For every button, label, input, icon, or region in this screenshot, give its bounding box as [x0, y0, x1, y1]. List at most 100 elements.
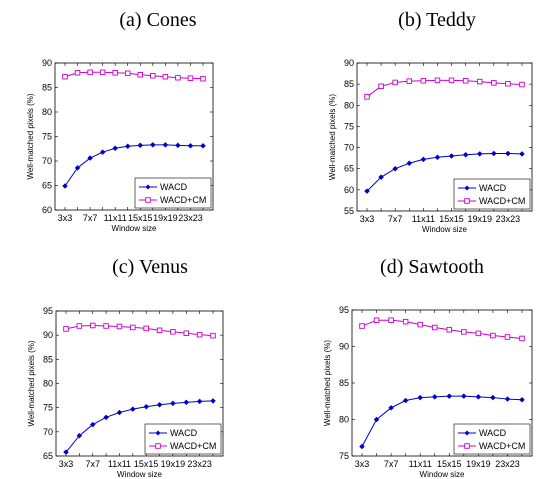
x-tick-label: 19x19 — [161, 459, 186, 469]
data-point — [364, 94, 370, 100]
y-tick-label: 85 — [339, 378, 349, 388]
data-point — [406, 160, 413, 167]
data-point — [388, 404, 394, 411]
data-point — [519, 335, 525, 342]
data-point — [187, 75, 194, 81]
data-point — [392, 79, 398, 86]
y-tick-label: 75 — [42, 132, 52, 142]
x-tick-label: 19x19 — [466, 459, 491, 469]
y-tick-label: 70 — [42, 156, 52, 166]
data-point — [402, 318, 409, 325]
x-tick-label: 19x19 — [153, 213, 178, 223]
data-point — [431, 394, 438, 400]
data-point — [74, 70, 81, 76]
y-tick-label: 55 — [344, 206, 354, 216]
legend-marker — [145, 184, 151, 190]
legend: WACD WACD+CM — [144, 423, 222, 455]
data-point — [63, 449, 69, 455]
data-point — [170, 400, 176, 407]
data-point — [62, 73, 68, 80]
legend: WACD WACD+CM — [453, 178, 531, 210]
data-point — [62, 183, 68, 189]
data-point — [187, 142, 194, 149]
data-point — [103, 323, 109, 329]
data-point — [137, 142, 144, 149]
y-tick-label: 60 — [42, 205, 52, 215]
data-point — [446, 393, 453, 399]
y-axis-label: Well-matched pixels (%) — [26, 93, 35, 179]
legend-marker — [464, 430, 470, 436]
data-point — [143, 403, 150, 410]
x-axis-label: Window size — [420, 470, 465, 479]
data-point — [446, 326, 453, 333]
data-point — [175, 74, 181, 81]
data-point — [149, 141, 156, 148]
data-point — [116, 409, 123, 416]
data-point — [162, 141, 169, 148]
x-tick-label: 15x15 — [439, 214, 464, 224]
data-point — [137, 72, 144, 78]
data-point — [170, 329, 176, 335]
data-point — [406, 78, 413, 84]
plot-frame — [356, 62, 533, 212]
data-point — [402, 397, 409, 404]
data-point — [417, 394, 424, 401]
data-point — [76, 323, 83, 329]
y-tick-label: 95 — [339, 305, 349, 315]
x-tick-label: 7x7 — [384, 459, 399, 469]
data-point — [183, 330, 190, 336]
data-point — [378, 174, 384, 181]
x-axis-label: Window size — [112, 224, 157, 233]
y-tick-label: 60 — [344, 185, 354, 195]
y-tick-label: 95 — [43, 306, 53, 316]
y-tick-label: 85 — [43, 354, 53, 364]
data-point — [519, 151, 525, 157]
data-point — [156, 401, 163, 408]
data-point — [490, 150, 497, 157]
legend-marker — [155, 443, 161, 449]
data-point — [448, 77, 455, 84]
data-point — [210, 332, 216, 339]
x-tick-label: 23x23 — [187, 459, 212, 469]
data-point — [461, 329, 467, 335]
y-tick-label: 90 — [42, 58, 52, 68]
data-point — [124, 143, 131, 150]
data-point — [519, 396, 525, 403]
legend-box — [144, 423, 222, 455]
x-tick-label: 11x11 — [409, 459, 432, 469]
legend-label: WACD+CM — [479, 196, 525, 206]
y-tick-label: 80 — [344, 100, 354, 110]
legend-box — [134, 177, 212, 209]
data-point — [448, 153, 455, 159]
data-point — [378, 83, 384, 90]
data-point — [130, 324, 136, 331]
data-point — [364, 188, 370, 194]
legend-marker — [155, 430, 161, 436]
data-point — [373, 317, 380, 323]
x-tick-label: 3x3 — [360, 214, 375, 224]
y-tick-label: 75 — [43, 403, 53, 413]
y-tick-label: 90 — [43, 330, 53, 340]
data-point — [89, 322, 96, 329]
legend-box — [453, 423, 531, 455]
legend-label: WACD — [160, 182, 188, 192]
y-tick-label: 70 — [43, 427, 53, 437]
data-point — [505, 80, 511, 87]
data-point — [476, 78, 483, 85]
data-point — [476, 151, 483, 157]
data-point — [183, 399, 190, 406]
data-point — [124, 70, 131, 77]
legend-label: WACD+CM — [160, 195, 206, 205]
x-tick-label: 23x23 — [178, 213, 203, 223]
x-axis-label: Window size — [117, 470, 162, 479]
data-point — [475, 330, 482, 337]
data-point — [210, 398, 216, 404]
data-point — [162, 73, 169, 80]
chart-title: (a) Cones — [119, 9, 196, 31]
y-tick-label: 75 — [344, 121, 354, 131]
chart-panel-3: (c) Venus 65 70 75 80 85 90 95 3x3 7x7 11x11 15x15 1… — [27, 256, 224, 479]
chart-title: (c) Venus — [112, 256, 188, 278]
chart-panel-2: (b) Teddy 55 60 65 70 75 80 85 90 3x3 7x7 11x11 15x1… — [328, 9, 533, 234]
x-tick-label: 3x3 — [355, 459, 370, 469]
